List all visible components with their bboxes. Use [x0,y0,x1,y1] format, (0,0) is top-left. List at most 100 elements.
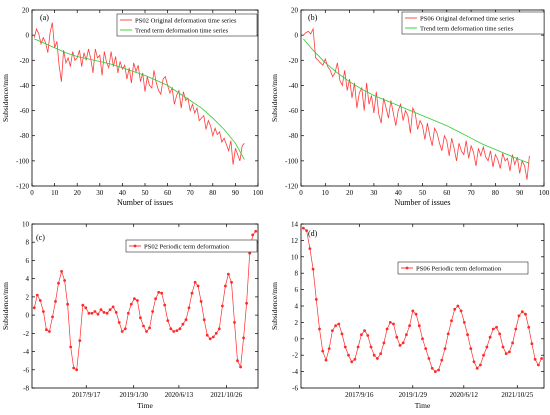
data-point [114,311,118,314]
data-point [245,301,249,305]
panel-label: (c) [36,233,45,242]
data-point [126,311,130,315]
data-point [148,326,152,330]
data-point [453,307,457,311]
data-point [254,229,258,233]
y-axis-label: Subsidence/mm [270,282,279,330]
data-point [133,297,136,301]
data-point [456,304,460,308]
y-axis-label: Subsidence/mm [1,74,10,122]
data-point [96,312,100,316]
data-point [379,352,383,355]
y-tick-label: -100 [16,157,29,165]
data-point [175,329,179,332]
y-tick-label: 2 [295,319,299,327]
data-point [524,312,527,316]
data-point [446,332,450,336]
y-tick-label: 20 [291,7,299,15]
data-point [369,345,373,349]
plot-frame [300,223,545,389]
y-tick-label: 20 [22,7,30,15]
data-point [117,321,121,324]
data-point [157,290,161,294]
y-tick-label: -6 [292,385,298,393]
data-point [498,332,502,336]
data-point [227,272,230,276]
data-point [38,299,42,302]
data-point [145,330,148,333]
data-point [537,363,540,367]
x-tick-label: 80 [209,189,217,197]
y-tick-label: -20 [289,57,299,65]
data-point [136,299,139,302]
x-tick-label: 10 [322,189,330,197]
data-point [160,291,164,295]
x-tick-label: 60 [164,189,172,197]
data-point [334,324,337,328]
data-point [408,324,411,328]
plot-frame [31,223,259,389]
y-tick-label: 12 [291,237,299,245]
data-point [466,333,469,337]
data-point [443,347,447,350]
y-tick-label: 0 [26,312,30,320]
data-point [311,267,315,271]
legend-box [401,11,545,35]
y-tick-label: -6 [23,366,29,374]
data-point [54,300,57,303]
x-tick-label: 2017/9/16 [345,391,374,399]
x-tick-label: 30 [370,189,378,197]
data-point [440,358,444,362]
y-axis-label: Subsidence/mm [1,282,10,330]
y-tick-label: -80 [20,132,30,140]
y-tick-label: 2 [26,293,30,301]
x-tick-label: 80 [492,189,500,197]
x-tick-label: 50 [419,189,427,197]
data-point [360,333,363,337]
data-point [434,370,437,373]
series-line-1 [303,38,530,164]
y-tick-label: 8 [295,270,299,278]
data-point [305,229,308,233]
y-tick-label: -40 [20,82,30,90]
data-point [211,335,215,339]
data-point [337,322,341,326]
data-point [217,327,221,331]
data-point [366,334,370,337]
data-point [472,360,476,364]
x-tick-label: 70 [187,189,195,197]
y-tick-label: -8 [23,385,29,393]
data-point [430,366,434,370]
data-point [427,357,431,360]
x-tick-label: 2021/10/26 [210,391,242,399]
legend-marker [405,266,409,270]
data-point [187,306,191,310]
data-point [411,309,415,313]
data-point [459,309,463,313]
data-point [233,321,236,324]
y-axis-label: Subsidence/mm [270,74,279,122]
data-point [511,341,514,345]
x-tick-label: 90 [232,189,240,197]
y-tick-label: 14 [291,221,299,229]
data-point [343,345,347,349]
y-tick-label: 0 [295,335,299,343]
legend-label: PS02 Original deformation time series [135,17,237,24]
data-point [151,310,155,313]
data-point [236,359,239,363]
data-point [166,319,170,322]
data-point [169,327,173,331]
data-point [488,335,492,339]
x-tick-label: 2019/1/29 [399,391,428,399]
data-point [353,357,357,361]
data-point [392,322,395,326]
data-point [81,303,85,307]
x-tick-label: 100 [253,189,264,197]
data-point [214,331,218,335]
x-tick-label: 60 [443,189,451,197]
data-point [520,310,524,314]
data-point [424,347,428,350]
data-point [363,329,366,332]
data-point [530,342,534,346]
